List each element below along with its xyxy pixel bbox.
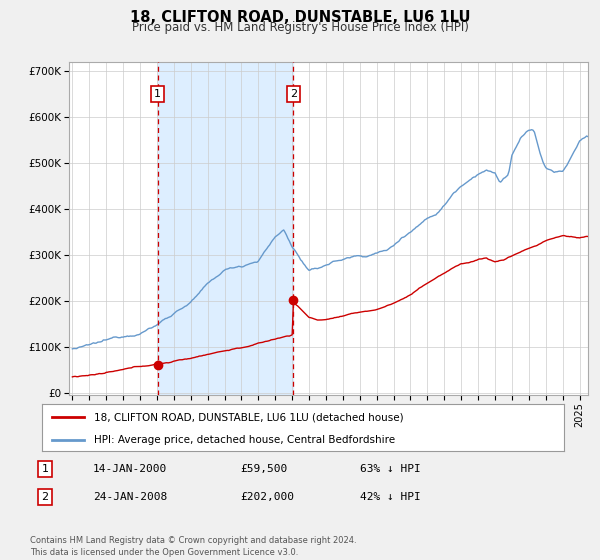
Text: HPI: Average price, detached house, Central Bedfordshire: HPI: Average price, detached house, Cent…: [94, 435, 395, 445]
Text: 24-JAN-2008: 24-JAN-2008: [93, 492, 167, 502]
Text: Contains HM Land Registry data © Crown copyright and database right 2024.
This d: Contains HM Land Registry data © Crown c…: [30, 536, 356, 557]
Text: 18, CLIFTON ROAD, DUNSTABLE, LU6 1LU: 18, CLIFTON ROAD, DUNSTABLE, LU6 1LU: [130, 10, 470, 25]
Text: £59,500: £59,500: [240, 464, 287, 474]
Text: Price paid vs. HM Land Registry's House Price Index (HPI): Price paid vs. HM Land Registry's House …: [131, 21, 469, 34]
Text: 63% ↓ HPI: 63% ↓ HPI: [360, 464, 421, 474]
Text: 14-JAN-2000: 14-JAN-2000: [93, 464, 167, 474]
Text: 1: 1: [154, 89, 161, 99]
Text: 2: 2: [290, 89, 297, 99]
Text: 18, CLIFTON ROAD, DUNSTABLE, LU6 1LU (detached house): 18, CLIFTON ROAD, DUNSTABLE, LU6 1LU (de…: [94, 412, 404, 422]
Text: 42% ↓ HPI: 42% ↓ HPI: [360, 492, 421, 502]
Text: £202,000: £202,000: [240, 492, 294, 502]
Bar: [158, 62, 293, 395]
Text: 1: 1: [41, 464, 49, 474]
Text: 2: 2: [41, 492, 49, 502]
